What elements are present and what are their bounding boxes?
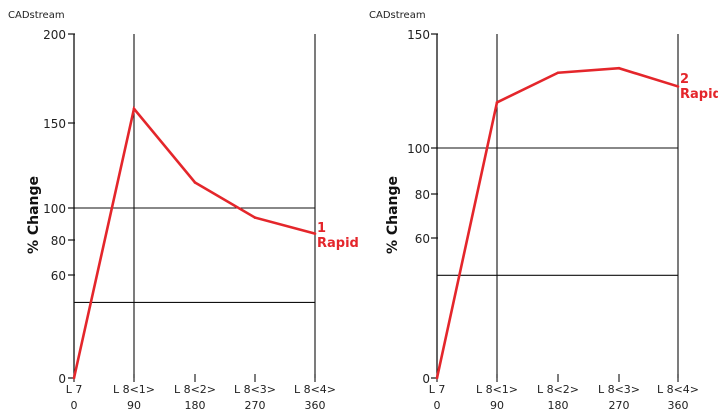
x-tick-label-top: L 8<2> — [537, 383, 579, 396]
x-tick-label-top: L 8<3> — [598, 383, 640, 396]
series-line — [72, 105, 316, 379]
x-tick-label-top: L 7 — [429, 383, 446, 396]
x-tick-label-top: L 8<1> — [113, 383, 155, 396]
data-point — [132, 107, 136, 111]
x-tick-label-top: L 8<2> — [174, 383, 216, 396]
y-tick-label: 0 — [422, 372, 430, 386]
series-line — [435, 66, 679, 379]
data-point — [556, 71, 560, 75]
source-label: CADstream — [8, 10, 65, 21]
data-point — [253, 216, 257, 219]
series-label-line: Rapid — [317, 236, 359, 251]
data-point — [435, 376, 439, 380]
x-tick-label-bottom: 0 — [71, 399, 78, 412]
x-tick-label-top: L 8<4> — [294, 383, 336, 396]
x-tick-label-top: L 7 — [66, 383, 83, 396]
y-tick-label: 150 — [407, 28, 430, 42]
data-point — [72, 376, 76, 380]
data-point — [676, 85, 680, 88]
y-axis-label: % Change — [385, 176, 401, 254]
x-tick-label-bottom: 270 — [245, 399, 266, 412]
source-label: CADstream — [369, 10, 426, 21]
data-point — [495, 101, 499, 104]
series-label-line: Rapid — [680, 87, 718, 102]
data-point — [193, 181, 197, 184]
x-tick-label-bottom: 90 — [127, 399, 141, 412]
x-tick-label-top: L 8<4> — [657, 383, 699, 396]
y-tick-label: 80 — [415, 188, 430, 202]
series-label-line: 1 — [317, 221, 326, 236]
y-axis-label: % Change — [26, 176, 42, 254]
data-point — [313, 232, 317, 235]
y-tick-label: 60 — [51, 269, 66, 283]
x-tick-label-top: L 8<1> — [476, 383, 518, 396]
x-tick-label-bottom: 0 — [434, 399, 441, 412]
series-label-line: 2 — [680, 72, 689, 87]
x-tick-label-bottom: 360 — [305, 399, 326, 412]
x-tick-label-top: L 8<3> — [234, 383, 276, 396]
data-point — [617, 66, 621, 70]
y-tick-label: 100 — [407, 142, 430, 156]
y-tick-label: 200 — [43, 28, 66, 42]
x-tick-label-bottom: 270 — [609, 399, 630, 412]
y-tick-label: 0 — [58, 372, 66, 386]
x-tick-label-bottom: 180 — [548, 399, 569, 412]
x-tick-label-bottom: 360 — [668, 399, 689, 412]
x-tick-label-bottom: 90 — [490, 399, 504, 412]
y-tick-label: 150 — [43, 117, 66, 131]
x-tick-label-bottom: 180 — [185, 399, 206, 412]
y-tick-label: 60 — [415, 232, 430, 246]
y-tick-label: 100 — [43, 202, 66, 216]
y-tick-label: 80 — [51, 234, 66, 248]
